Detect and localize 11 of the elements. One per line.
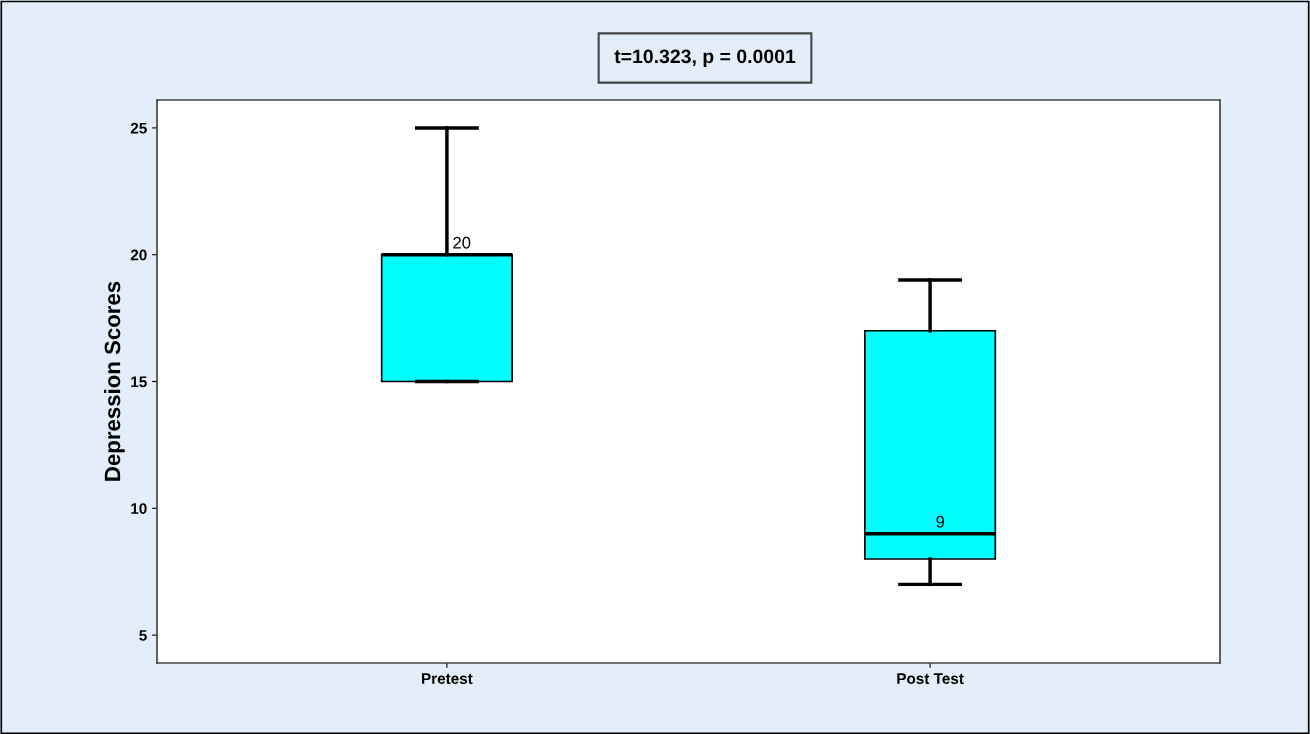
annotation: 9 (936, 515, 945, 528)
x-tick-label: Post Test (897, 673, 964, 684)
y-tick-label: 25 (130, 122, 147, 134)
x-tick-label: Pretest (422, 673, 473, 684)
y-tick-label: 20 (130, 249, 147, 261)
annotation: 20 (453, 236, 471, 249)
y-tick-label: 10 (131, 503, 147, 514)
y-tick-label: 5 (139, 630, 147, 641)
y-axis-title: Depression Scores (104, 281, 125, 481)
chart-title: t=10.323, p = 0.0001 (614, 49, 796, 68)
y-tick-label: 15 (131, 376, 147, 388)
